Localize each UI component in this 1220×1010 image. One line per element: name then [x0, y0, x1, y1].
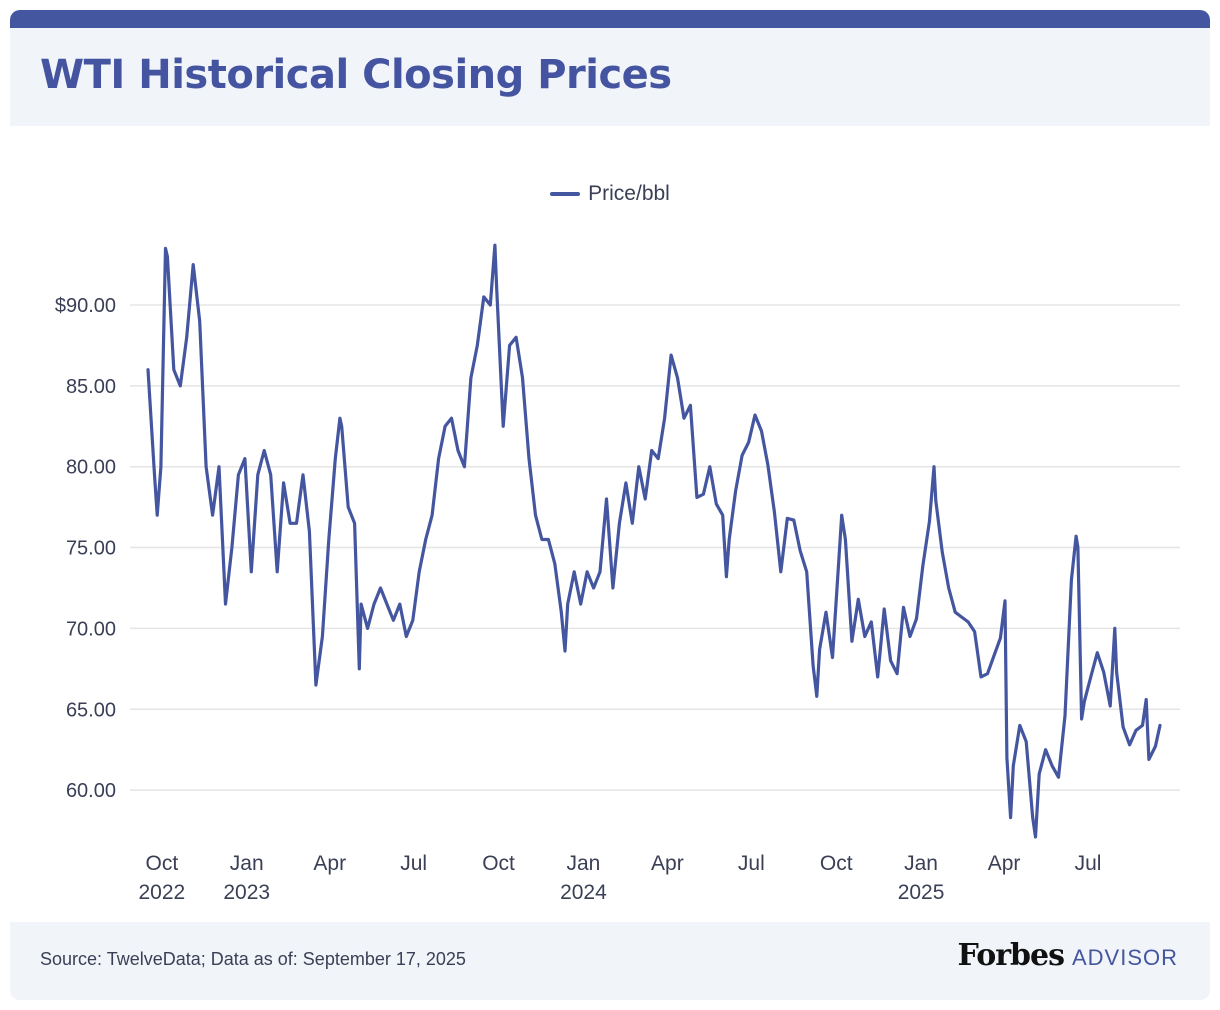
- x-tick-year: 2023: [223, 881, 270, 904]
- x-tick-label: Jul: [738, 852, 765, 875]
- x-tick-label: Jan: [566, 852, 600, 875]
- y-tick-label: 85.00: [66, 376, 116, 398]
- price-series-line: [146, 243, 1162, 839]
- chart-title: WTI Historical Closing Prices: [40, 52, 672, 98]
- forbes-advisor-logo: Forbes ADVISOR: [958, 938, 1178, 973]
- x-tick-year: 2024: [560, 881, 607, 904]
- source-note: Source: TwelveData; Data as of: Septembe…: [40, 949, 466, 969]
- y-tick-label: 60.00: [66, 780, 116, 802]
- header-band: WTI Historical Closing Prices: [10, 28, 1210, 126]
- x-tick-label: Jul: [400, 852, 427, 875]
- y-tick-label: 75.00: [66, 538, 116, 560]
- x-tick-label: Oct: [482, 852, 515, 875]
- line-chart: $90.00 85.00 80.00 75.00 70.00 65.00 60.00 Oct 2…: [55, 243, 1180, 904]
- x-tick-label: Jan: [230, 852, 264, 875]
- y-tick-label: 65.00: [66, 699, 116, 721]
- x-tick-year: 2025: [898, 881, 945, 904]
- x-tick-label: Oct: [820, 852, 853, 875]
- x-tick-label: Jan: [904, 852, 938, 875]
- logo-main: Forbes: [957, 938, 1065, 973]
- logo-sub: ADVISOR: [1071, 945, 1178, 970]
- legend-label: Price/bbl: [588, 182, 670, 205]
- legend: Price/bbl: [0, 182, 1220, 206]
- header-accent-bar: [10, 10, 1210, 28]
- legend-swatch: [550, 192, 581, 197]
- y-tick-label: $90.00: [55, 295, 116, 317]
- x-tick-label: Oct: [146, 852, 179, 875]
- y-tick-label: 70.00: [66, 618, 116, 640]
- x-tick-year: 2022: [138, 881, 185, 904]
- x-tick-label: Apr: [988, 852, 1021, 875]
- x-tick-label: Apr: [313, 852, 346, 875]
- x-tick-label: Jul: [1075, 852, 1102, 875]
- x-tick-label: Apr: [651, 852, 684, 875]
- footer-band: Source: TwelveData; Data as of: Septembe…: [10, 922, 1210, 1000]
- y-tick-label: 80.00: [66, 457, 116, 479]
